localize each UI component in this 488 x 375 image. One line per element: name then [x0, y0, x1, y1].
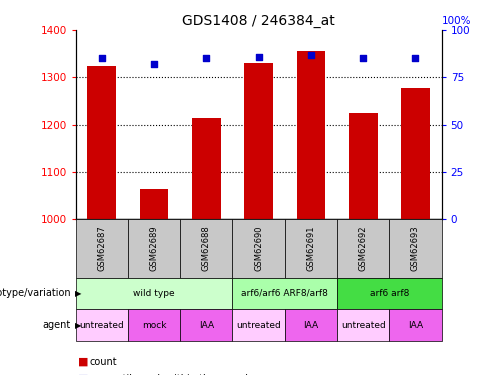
Text: IAA: IAA: [408, 321, 423, 330]
Text: GSM62691: GSM62691: [306, 226, 315, 271]
Bar: [297, 51, 325, 219]
Text: GSM62690: GSM62690: [254, 226, 263, 271]
Point: [411, 56, 419, 62]
Text: IAA: IAA: [304, 321, 319, 330]
Title: GDS1408 / 246384_at: GDS1408 / 246384_at: [182, 13, 335, 28]
Text: GSM62693: GSM62693: [411, 226, 420, 271]
Point: [203, 56, 210, 62]
Text: count: count: [89, 357, 117, 367]
Bar: [349, 113, 378, 219]
Text: GSM62687: GSM62687: [97, 226, 106, 272]
Text: genotype/variation: genotype/variation: [0, 288, 71, 298]
Point: [98, 56, 106, 62]
Text: ■: ■: [78, 374, 89, 375]
Text: ■: ■: [78, 357, 89, 367]
Text: mock: mock: [142, 321, 166, 330]
Text: 100%: 100%: [442, 16, 471, 26]
Text: ▶: ▶: [75, 321, 81, 330]
Point: [150, 61, 158, 67]
Text: GSM62688: GSM62688: [202, 226, 211, 272]
Point: [359, 56, 367, 62]
Text: IAA: IAA: [199, 321, 214, 330]
Bar: [192, 118, 221, 219]
Bar: [87, 66, 116, 219]
Text: untreated: untreated: [236, 321, 281, 330]
Text: percentile rank within the sample: percentile rank within the sample: [89, 374, 254, 375]
Text: wild type: wild type: [133, 289, 175, 298]
Text: arf6 arf8: arf6 arf8: [370, 289, 409, 298]
Text: untreated: untreated: [80, 321, 124, 330]
Bar: [244, 63, 273, 219]
Text: agent: agent: [42, 320, 71, 330]
Text: ▶: ▶: [75, 289, 81, 298]
Text: arf6/arf6 ARF8/arf8: arf6/arf6 ARF8/arf8: [242, 289, 328, 298]
Bar: [140, 189, 168, 219]
Text: GSM62689: GSM62689: [149, 226, 159, 271]
Point: [307, 52, 315, 58]
Text: untreated: untreated: [341, 321, 386, 330]
Point: [255, 54, 263, 60]
Text: GSM62692: GSM62692: [359, 226, 368, 271]
Bar: [401, 88, 430, 219]
